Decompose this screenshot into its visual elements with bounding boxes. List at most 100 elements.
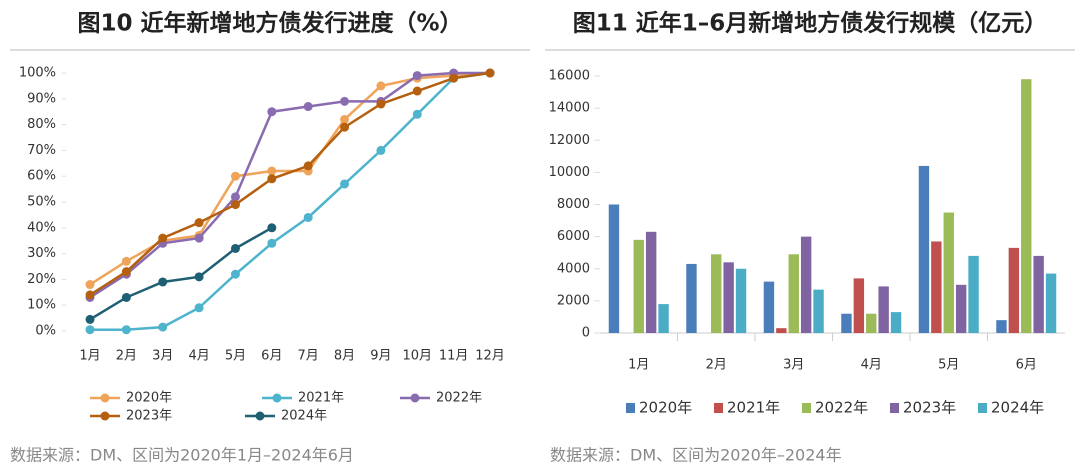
line bbox=[89, 71, 491, 296]
point bbox=[230, 192, 240, 202]
bar bbox=[1021, 79, 1032, 334]
point bbox=[267, 166, 277, 176]
legend-swatch bbox=[978, 403, 987, 413]
bar bbox=[996, 320, 1007, 333]
legend-label: 2020年 bbox=[126, 391, 172, 406]
bar bbox=[955, 284, 967, 333]
bar bbox=[841, 313, 852, 333]
bar bbox=[878, 286, 889, 333]
legend-swatch bbox=[255, 411, 265, 421]
legend-swatch bbox=[626, 403, 635, 413]
y-tick-label: 20% bbox=[27, 272, 56, 287]
y-tick-label: 70% bbox=[27, 143, 56, 158]
bar bbox=[763, 281, 775, 333]
point bbox=[194, 233, 204, 243]
y-tick-label: 2000 bbox=[557, 293, 590, 308]
legend-label: 2020年 bbox=[639, 399, 692, 417]
y-tick-label: 12000 bbox=[549, 133, 590, 148]
x-tick-label: 5月 bbox=[938, 358, 959, 373]
bar bbox=[735, 268, 747, 333]
bar bbox=[723, 262, 734, 333]
x-tick-label: 3月 bbox=[783, 358, 804, 373]
legend-swatch bbox=[410, 393, 420, 403]
point bbox=[158, 322, 168, 332]
y-tick-label: 100% bbox=[19, 66, 56, 81]
point bbox=[230, 269, 240, 279]
bar bbox=[1033, 255, 1044, 333]
x-tick-label: 1月 bbox=[79, 349, 100, 364]
chart-title: 图11 近年1–6月新增地方债发行规模（亿元） bbox=[573, 10, 1048, 37]
legend-swatch bbox=[272, 393, 282, 403]
y-tick-label: 16000 bbox=[549, 69, 590, 84]
x-tick-label: 7月 bbox=[298, 349, 319, 364]
bar bbox=[968, 255, 979, 333]
bar bbox=[711, 254, 722, 333]
legend-label: 2021年 bbox=[298, 391, 344, 406]
legend-swatch bbox=[890, 403, 899, 413]
x-tick-label: 2月 bbox=[116, 349, 137, 364]
point bbox=[194, 303, 204, 313]
point bbox=[303, 212, 313, 222]
point bbox=[340, 114, 350, 124]
y-tick-label: 10% bbox=[27, 298, 56, 313]
point bbox=[340, 122, 350, 132]
legend-label: 2023年 bbox=[903, 399, 956, 417]
point bbox=[230, 171, 240, 181]
chart-title: 图10 近年新增地方债发行进度（%） bbox=[77, 10, 462, 37]
bar bbox=[890, 312, 902, 333]
y-tick-label: 8000 bbox=[557, 197, 590, 212]
point bbox=[121, 256, 131, 266]
line bbox=[90, 71, 491, 331]
point bbox=[303, 102, 313, 112]
bar bbox=[1008, 247, 1020, 333]
point bbox=[85, 314, 95, 324]
point bbox=[340, 179, 350, 189]
point bbox=[194, 272, 204, 282]
x-tick-label: 9月 bbox=[370, 349, 391, 364]
point bbox=[412, 71, 422, 81]
bar bbox=[918, 165, 930, 333]
y-tick-label: 0 bbox=[582, 326, 590, 341]
bar bbox=[633, 239, 644, 333]
point bbox=[485, 68, 495, 78]
point bbox=[412, 109, 422, 119]
x-tick-label: 12月 bbox=[475, 349, 505, 364]
x-tick-label: 4月 bbox=[861, 358, 882, 373]
point bbox=[412, 86, 422, 96]
y-tick-label: 40% bbox=[27, 220, 56, 235]
point bbox=[121, 267, 131, 277]
legend-label: 2024年 bbox=[991, 399, 1044, 417]
source: 数据来源：DM、区间为2020年1月–2024年6月 bbox=[10, 446, 354, 465]
point bbox=[85, 280, 95, 290]
y-tick-label: 90% bbox=[27, 91, 56, 106]
bar bbox=[645, 231, 657, 333]
point bbox=[194, 218, 204, 228]
y-tick-label: 4000 bbox=[557, 261, 590, 276]
x-tick-label: 2月 bbox=[706, 358, 727, 373]
legend-swatch bbox=[100, 411, 110, 421]
y-tick-label: 80% bbox=[27, 117, 56, 132]
point bbox=[85, 325, 95, 335]
x-tick-label: 6月 bbox=[261, 349, 282, 364]
bar bbox=[943, 212, 954, 333]
point bbox=[376, 99, 386, 109]
line bbox=[89, 71, 490, 299]
point bbox=[449, 73, 459, 83]
line bbox=[89, 226, 273, 321]
x-tick-label: 11月 bbox=[439, 349, 469, 364]
x-tick-label: 5月 bbox=[225, 349, 246, 364]
point bbox=[267, 107, 277, 117]
source: 数据来源：DM、区间为2020年–2024年 bbox=[550, 446, 842, 465]
y-tick-label: 30% bbox=[27, 246, 56, 261]
bar bbox=[658, 304, 669, 333]
bar bbox=[800, 236, 812, 333]
point bbox=[230, 243, 240, 253]
bar bbox=[853, 278, 865, 333]
y-tick-label: 0% bbox=[35, 324, 56, 339]
legend-swatch bbox=[802, 403, 811, 413]
legend-swatch bbox=[100, 393, 110, 403]
point bbox=[121, 325, 131, 335]
x-tick-label: 6月 bbox=[1016, 358, 1037, 373]
bar bbox=[776, 328, 787, 333]
